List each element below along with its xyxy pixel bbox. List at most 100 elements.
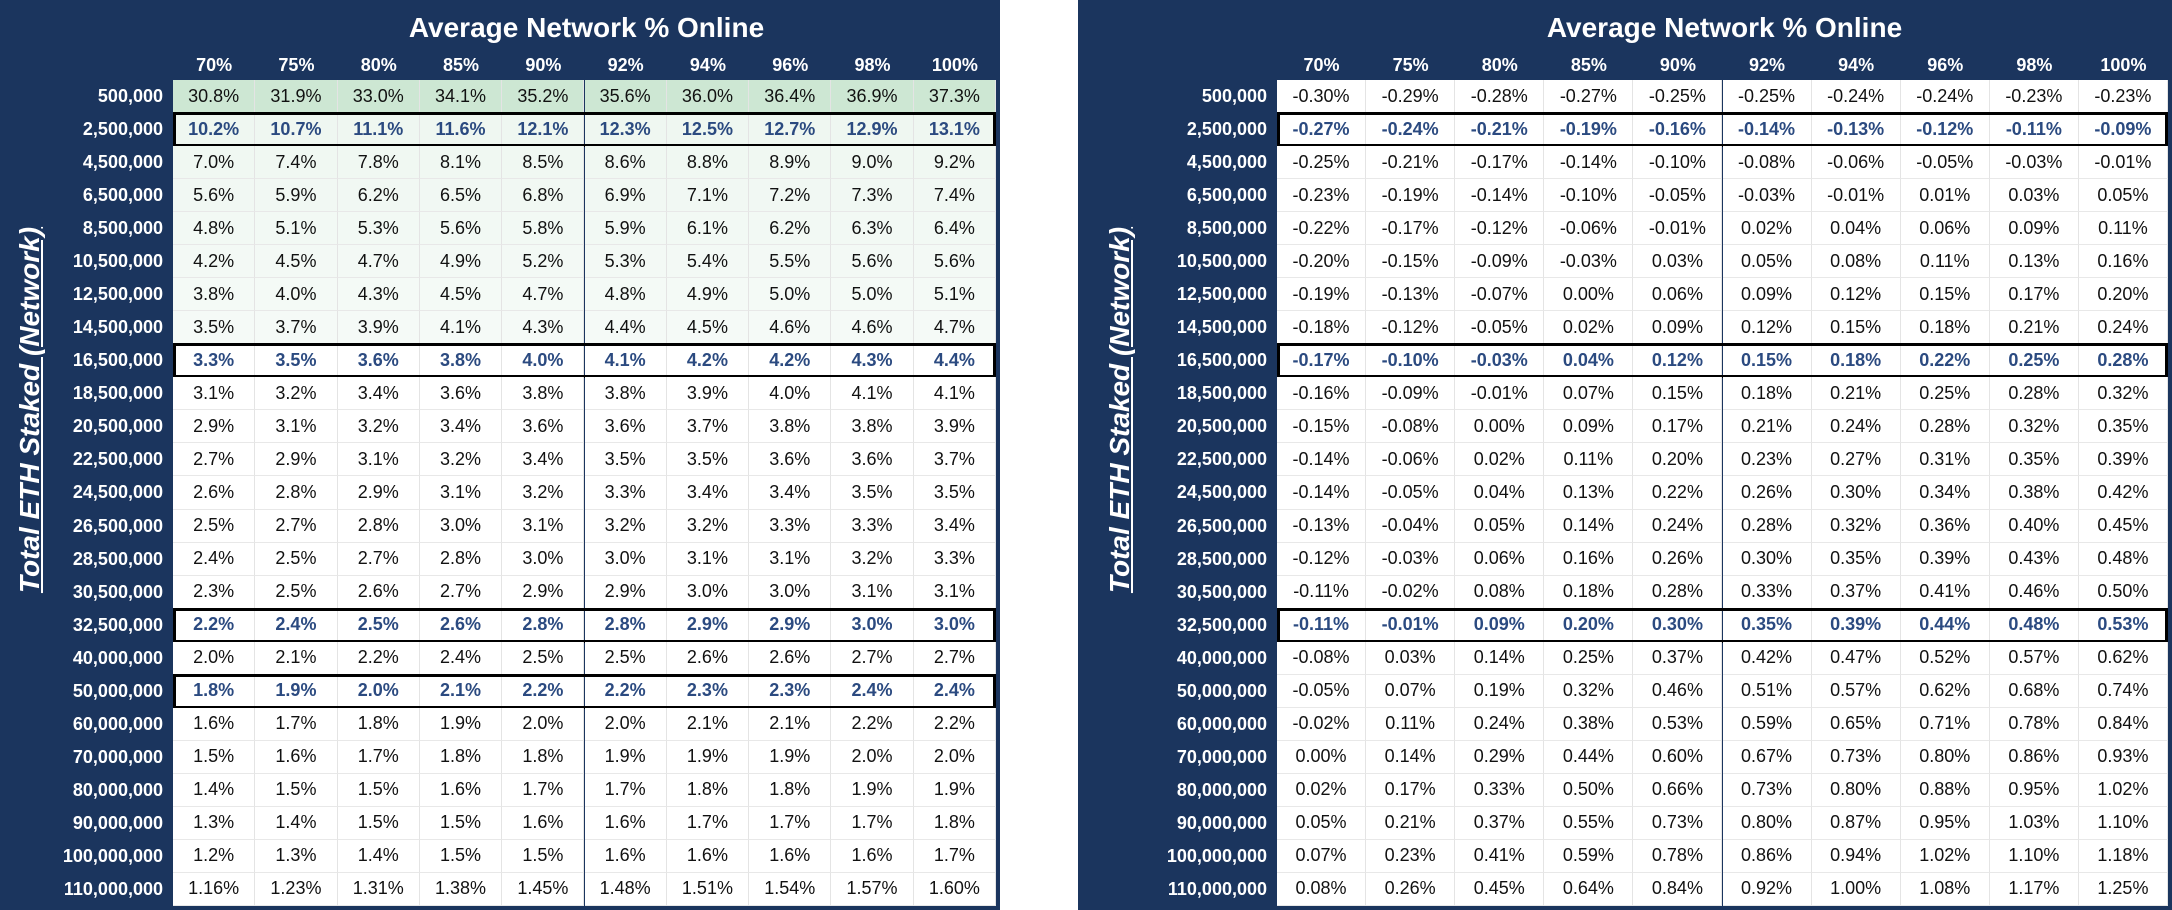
table-panel: Average Network % Online Total ETH Staked… xyxy=(0,0,1000,910)
table-cell: 2.1% xyxy=(666,707,750,741)
table-cell: 4.1% xyxy=(831,377,914,411)
table-cell: 3.4% xyxy=(666,476,750,510)
table-cell: 3.2% xyxy=(255,377,338,411)
row-label: 90,000,000 xyxy=(1176,812,1267,833)
table-cell: 4.5% xyxy=(419,278,503,312)
column-header: 94% xyxy=(1838,54,1875,75)
table-cell: -0.07% xyxy=(1455,278,1545,312)
table-cell: 2.0% xyxy=(337,674,420,708)
table-cell: 0.09% xyxy=(1989,212,2079,246)
table-cell: 2.4% xyxy=(173,542,256,576)
table-cell: 2.2% xyxy=(502,674,585,708)
table-cell: 3.1% xyxy=(831,575,914,609)
table-cell: 0.06% xyxy=(1455,542,1545,576)
table-cell: 1.10% xyxy=(2078,806,2168,840)
table-cell: 3.3% xyxy=(584,476,667,510)
table-cell: 0.23% xyxy=(1722,443,1812,477)
table-cell: 0.05% xyxy=(1722,245,1812,279)
table-cell: 6.9% xyxy=(584,179,667,213)
table-cell: 3.1% xyxy=(419,476,503,510)
column-header: 98% xyxy=(854,54,891,75)
table-cell: 3.5% xyxy=(255,344,338,378)
row-label: 2,500,000 xyxy=(82,119,163,140)
table-cell: 2.9% xyxy=(173,410,256,444)
table-cell: 0.32% xyxy=(1544,674,1634,708)
table-cell: 36.9% xyxy=(831,80,914,114)
table-cell: 0.46% xyxy=(1989,575,2079,609)
table-cell: 3.8% xyxy=(173,278,256,312)
row-label: 6,500,000 xyxy=(1186,185,1267,206)
table-cell: 2.0% xyxy=(913,740,996,774)
table-cell: -0.16% xyxy=(1633,113,1723,147)
table-cell: 0.18% xyxy=(1544,575,1634,609)
table-cell: 0.44% xyxy=(1900,608,1990,642)
row-label: 110,000,000 xyxy=(1167,878,1267,899)
table-cell: -0.14% xyxy=(1722,113,1812,147)
table-cell: 0.20% xyxy=(2078,278,2168,312)
table-cell: -0.13% xyxy=(1277,509,1367,543)
table-cell: 0.12% xyxy=(1811,278,1901,312)
table-cell: 3.5% xyxy=(173,311,256,345)
table-cell: 0.62% xyxy=(2078,641,2168,675)
table-cell: 13.1% xyxy=(913,113,996,147)
table-panel: Average Network % Online Total ETH Staked… xyxy=(1078,0,2172,910)
row-label: 10,500,000 xyxy=(1176,251,1267,272)
table-cell: 0.28% xyxy=(1900,410,1990,444)
table-cell: -0.21% xyxy=(1366,146,1456,180)
table-cell: 0.64% xyxy=(1544,872,1634,906)
table-cell: 0.05% xyxy=(1455,509,1545,543)
row-label: 32,500,000 xyxy=(1176,614,1267,635)
table-cell: -0.05% xyxy=(1277,674,1367,708)
table-cell: 2.4% xyxy=(831,674,914,708)
table-cell: 5.6% xyxy=(173,179,256,213)
table-cell: 1.7% xyxy=(666,806,750,840)
table-cell: 0.66% xyxy=(1633,773,1723,807)
row-label: 70,000,000 xyxy=(1176,746,1267,767)
table-cell: 3.8% xyxy=(831,410,914,444)
table-cell: 0.08% xyxy=(1811,245,1901,279)
table-cell: 0.27% xyxy=(1811,443,1901,477)
table-cell: 4.3% xyxy=(337,278,420,312)
table-cell: -0.14% xyxy=(1277,443,1367,477)
table-cell: 2.9% xyxy=(502,575,585,609)
table-cell: 1.23% xyxy=(255,872,338,906)
row-label: 2,500,000 xyxy=(1186,119,1267,140)
table-cell: 5.4% xyxy=(666,245,750,279)
table-cell: 1.6% xyxy=(584,839,667,873)
table-cell: 7.0% xyxy=(173,146,256,180)
row-label: 50,000,000 xyxy=(1176,680,1267,701)
table-cell: -0.23% xyxy=(2078,80,2168,114)
table-cell: 2.6% xyxy=(337,575,420,609)
row-label: 26,500,000 xyxy=(72,515,163,536)
table-cell: 3.6% xyxy=(337,344,420,378)
table-cell: 0.26% xyxy=(1633,542,1723,576)
table-cell: 0.86% xyxy=(1722,839,1812,873)
table-cell: -0.03% xyxy=(1544,245,1634,279)
table-cell: 2.8% xyxy=(255,476,338,510)
table-cell: 1.5% xyxy=(419,839,503,873)
table-cell: 2.6% xyxy=(419,608,503,642)
table-cell: 8.6% xyxy=(584,146,667,180)
table-cell: -0.08% xyxy=(1722,146,1812,180)
table-cell: 0.94% xyxy=(1811,839,1901,873)
table-cell: 0.14% xyxy=(1455,641,1545,675)
table-cell: 0.41% xyxy=(1455,839,1545,873)
table-cell: 0.00% xyxy=(1277,740,1367,774)
table-cell: 3.5% xyxy=(913,476,996,510)
table-cell: 4.4% xyxy=(584,311,667,345)
column-header: 94% xyxy=(689,54,726,75)
table-cell: 3.7% xyxy=(666,410,750,444)
table-cell: 1.16% xyxy=(173,872,256,906)
table-cell: -0.17% xyxy=(1366,212,1456,246)
table-cell: 0.19% xyxy=(1455,674,1545,708)
table-cell: 0.21% xyxy=(1989,311,2079,345)
table-cell: 4.5% xyxy=(255,245,338,279)
table-cell: 2.1% xyxy=(255,641,338,675)
table-cell: 2.5% xyxy=(337,608,420,642)
table-cell: 3.6% xyxy=(502,410,585,444)
table-cell: -0.25% xyxy=(1722,80,1812,114)
table-cell: 0.04% xyxy=(1455,476,1545,510)
table-cell: 0.86% xyxy=(1989,740,2079,774)
table-cell: 1.5% xyxy=(173,740,256,774)
table-cell: 3.6% xyxy=(831,443,914,477)
